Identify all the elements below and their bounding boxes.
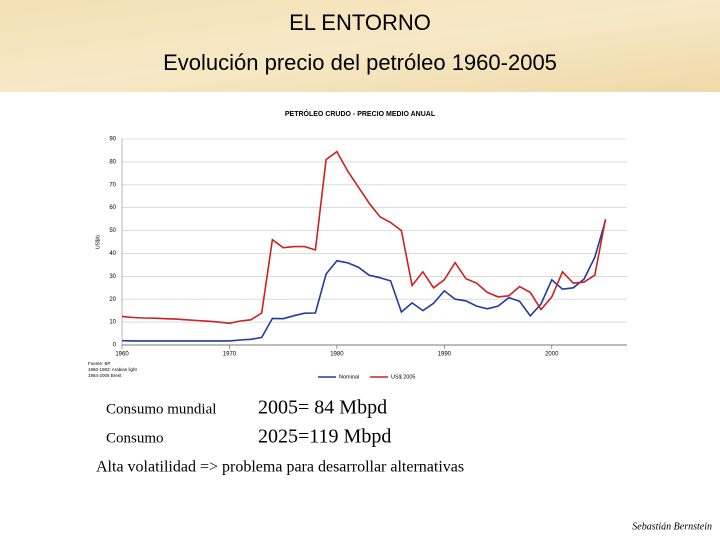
x-tick-label: 2000 [545,352,559,358]
y-tick-label: 60 [109,205,116,211]
y-tick-label: 40 [109,251,116,257]
y-tick-label: 20 [109,297,116,303]
note-value: 2025=119 Mbpd [258,426,391,448]
note-label: Consumo [106,430,164,446]
series-line [121,220,607,342]
y-axis-label: US$/b [95,235,101,249]
y-tick-label: 80 [109,159,116,165]
author: Sebastián Bernstein [632,521,712,532]
note-value: 2005= 84 Mbpd [258,397,387,419]
y-tick-label: 30 [109,274,116,280]
slide-title: EL ENTORNO [289,10,431,35]
y-tick-label: 10 [109,320,116,326]
plot: 0 10 20 30 40 50 60 70 80 90 1960 1970 1980 1990 2000 N… [109,137,627,380]
y-tick-label: 0 [113,343,117,349]
source: 1960-1983: Arabian light [88,367,138,372]
legend-label: Nominal [339,374,359,380]
note-label: Consumo mundial [106,401,216,417]
x-tick-label: 1960 [115,352,129,358]
x-tick-label: 1970 [223,352,237,358]
source: Fuente: BP [88,361,111,366]
chart-title: PETRÓLEO CRUDO - PRECIO MEDIO ANUAL [285,109,436,118]
conclusion: Alta volatilidad => problema para desarr… [96,459,464,476]
series-line [121,150,607,325]
y-tick-label: 90 [109,137,116,143]
source: 1984-2005 Brent [88,373,122,378]
slide-subtitle: Evolución precio del petróleo 1960-2005 [163,50,557,75]
y-tick-label: 50 [109,228,116,234]
y-tick-label: 70 [109,182,116,188]
x-tick-label: 1990 [438,352,452,358]
x-tick-label: 1980 [330,352,344,358]
header-background [0,0,720,92]
legend-label: US$ 2005 [391,374,415,380]
